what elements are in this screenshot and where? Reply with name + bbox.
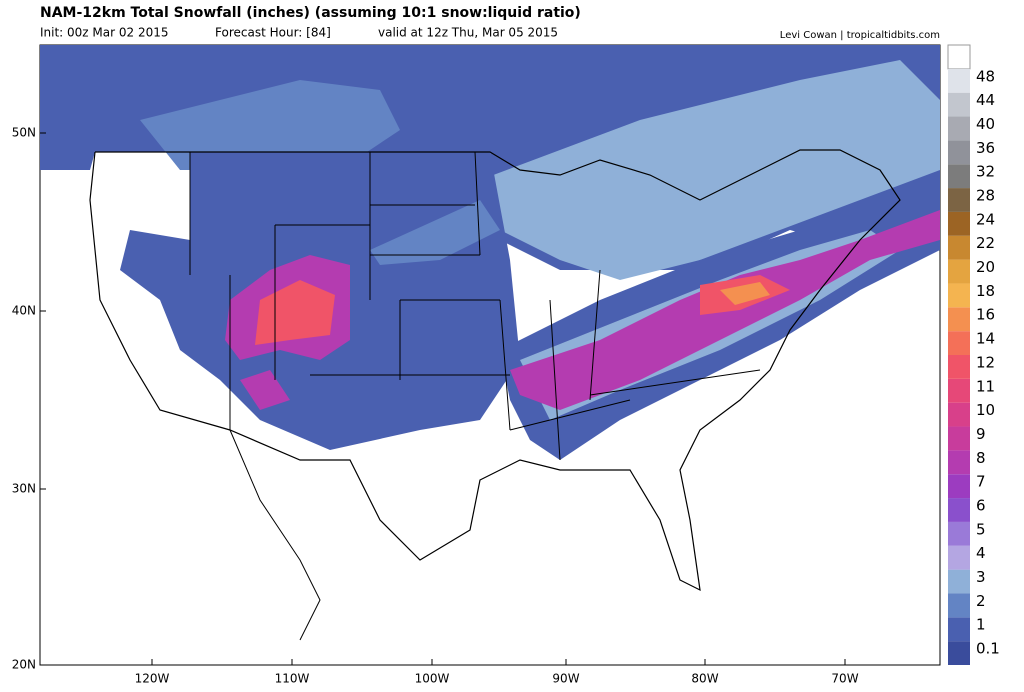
colorbar: 0.11234567891011121416182022242832364044…	[947, 44, 1000, 665]
lat-label: 30N	[12, 482, 36, 496]
colorbar-label: 40	[976, 115, 995, 133]
colorbar-swatch	[948, 188, 970, 212]
init: Init: 00z Mar 02 2015	[40, 26, 169, 40]
colorbar-label: 22	[976, 234, 995, 252]
valid-time: valid at 12z Thu, Mar 05 2015	[378, 26, 558, 40]
state-lines	[189, 151, 761, 461]
colorbar-swatch	[948, 521, 970, 546]
map-area	[39, 44, 941, 666]
snow-region	[370, 200, 500, 265]
colorbar-swatch	[948, 450, 970, 475]
colorbar-label: 24	[976, 210, 995, 228]
us-outline	[89, 149, 901, 592]
colorbar-label: 12	[976, 353, 995, 371]
snow-region	[140, 80, 400, 170]
colorbar-swatch	[948, 211, 970, 236]
colorbar-label: 44	[976, 91, 995, 109]
colorbar-swatch	[948, 92, 970, 117]
colorbar-swatch	[948, 593, 970, 618]
colorbar-label: 20	[976, 258, 995, 276]
colorbar-swatch	[948, 283, 970, 308]
colorbar-label: 4	[976, 544, 986, 562]
colorbar-swatch	[948, 116, 970, 141]
colorbar-swatch	[948, 259, 970, 284]
colorbar-swatch	[948, 164, 970, 189]
colorbar-label: 6	[976, 497, 986, 515]
colorbar-label: 36	[976, 139, 995, 157]
colorbar-swatch	[948, 545, 970, 570]
mexico-coast	[229, 429, 321, 641]
colorbar-label: 1	[976, 616, 986, 634]
colorbar-label: 3	[976, 568, 986, 586]
colorbar-swatch	[948, 68, 970, 93]
colorbar-label: 10	[976, 401, 995, 419]
credit: Levi Cowan | tropicaltidbits.com	[780, 30, 940, 41]
snow-region	[240, 370, 290, 410]
snow-region	[720, 282, 770, 305]
colorbar-label: 5	[976, 520, 986, 538]
colorbar-swatch	[948, 378, 970, 403]
colorbar-label: 48	[976, 67, 995, 85]
colorbar-swatch	[948, 498, 970, 522]
snow-region	[480, 60, 940, 280]
lat-label: 40N	[12, 304, 36, 318]
title: NAM-12km Total Snowfall (inches) (assumi…	[40, 5, 581, 21]
lat-label: 50N	[12, 126, 36, 140]
colorbar-swatch	[948, 331, 970, 355]
colorbar-swatch	[948, 402, 970, 427]
lon-label: 90W	[552, 672, 579, 686]
axis-labels: 50N 40N 30N 20N 120W 110W 100W 90W 80W 70W	[12, 126, 859, 686]
colorbar-label: 32	[976, 163, 995, 181]
colorbar-swatch	[948, 140, 970, 165]
colorbar-label: 7	[976, 473, 986, 491]
lon-label: 70W	[831, 672, 858, 686]
colorbar-label: 14	[976, 330, 995, 348]
colorbar-swatch	[948, 355, 970, 379]
lon-label: 120W	[135, 672, 170, 686]
forecast-hour: Forecast Hour: [84]	[215, 26, 331, 40]
colorbar-swatch	[948, 426, 970, 451]
colorbar-swatch	[948, 235, 970, 260]
lon-label: 80W	[691, 672, 718, 686]
colorbar-label: 8	[976, 449, 986, 467]
colorbar-label: 16	[976, 306, 995, 324]
colorbar-cap	[947, 44, 971, 70]
lat-label: 20N	[12, 658, 36, 672]
lon-label: 100W	[415, 672, 450, 686]
colorbar-label: 2	[976, 592, 986, 610]
colorbar-swatch	[948, 569, 970, 594]
colorbar-label: 18	[976, 282, 995, 300]
colorbar-label: 28	[976, 187, 995, 205]
colorbar-label: 11	[976, 377, 995, 395]
colorbar-swatch	[948, 617, 970, 642]
lon-label: 110W	[275, 672, 310, 686]
colorbar-swatch	[948, 641, 970, 665]
colorbar-label: 0.1	[976, 640, 1000, 658]
colorbar-swatch	[948, 474, 970, 499]
colorbar-label: 9	[976, 425, 986, 443]
colorbar-swatch	[948, 307, 970, 332]
